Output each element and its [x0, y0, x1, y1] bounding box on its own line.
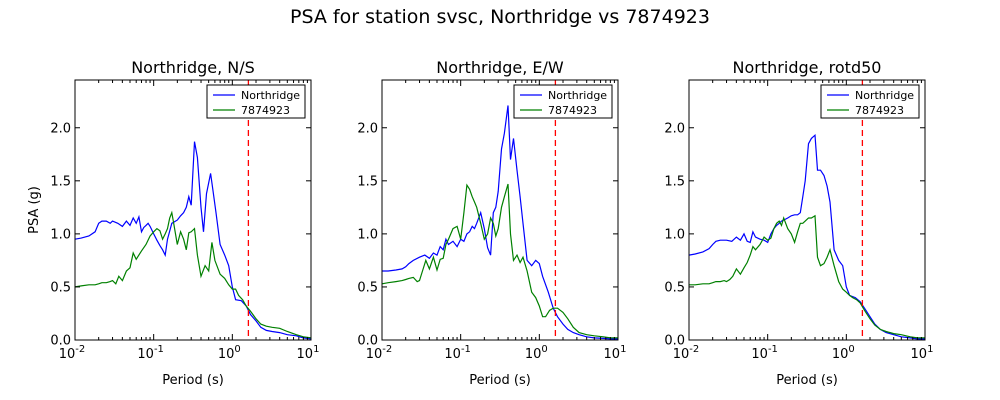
y-tick-label: 0.5: [664, 280, 685, 295]
x-tick-label: 10-2: [366, 344, 393, 362]
legend: Northridge 7874923: [820, 84, 920, 119]
axes-frame: [74, 79, 312, 341]
chart-panel-3: Northridge, rotd50 0.0 0.5 1.0 1.5 2.0 10-2 10-…: [664, 58, 933, 388]
y-tick-label: 0.5: [357, 280, 378, 295]
legend-entry: 7874923: [548, 104, 597, 117]
x-axis-label: Period (s): [162, 373, 224, 388]
legend-entry: 7874923: [241, 104, 290, 117]
series-line-simulation: [74, 210, 312, 339]
x-axis-label: Period (s): [776, 373, 838, 388]
y-tick-label: 1.0: [664, 227, 685, 242]
y-tick-label: 0.5: [50, 280, 71, 295]
legend: Northridge 7874923: [206, 84, 306, 119]
y-tick-label: 0.0: [664, 334, 685, 349]
panel-title: Northridge, E/W: [436, 58, 564, 77]
legend-entry: Northridge: [241, 89, 300, 102]
y-tick-label: 1.5: [664, 174, 685, 189]
axes-frame: [381, 79, 619, 341]
y-tick-label: 1.5: [50, 174, 71, 189]
y-tick-label: 1.5: [357, 174, 378, 189]
y-tick-label: 1.0: [50, 227, 71, 242]
x-tick-label: 10-1: [751, 344, 778, 362]
y-axis-label: PSA (g): [27, 186, 42, 234]
panel-title: Northridge, N/S: [131, 58, 255, 77]
y-tick-label: 1.0: [357, 227, 378, 242]
y-tick-label: 0.0: [50, 334, 71, 349]
x-axis-label: Period (s): [469, 373, 531, 388]
x-tick-label: 100: [218, 344, 241, 362]
y-tick-label: 2.0: [357, 121, 378, 136]
legend-entry: Northridge: [548, 89, 607, 102]
x-tick-label: 100: [832, 344, 855, 362]
legend-entry: Northridge: [855, 89, 914, 102]
x-tick-label: 10-1: [137, 344, 164, 362]
series-line-northridge: [74, 141, 312, 340]
chart-panel-2: Northridge, E/W 0.0 0.5 1.0 1.5 2.0 10-2 10-1 10…: [357, 58, 626, 388]
legend-box: [820, 84, 920, 119]
x-tick-label: 10-1: [444, 344, 471, 362]
x-tick-label: 101: [604, 344, 627, 362]
chart-panel-1: Northridge, N/S 0.0 0.5 1.0 1.5 2.0 10-2 10-1 10…: [27, 58, 319, 388]
legend-entry: 7874923: [855, 104, 904, 117]
x-tick-label: 100: [525, 344, 548, 362]
series-line-northridge: [688, 133, 925, 340]
y-tick-label: 0.0: [357, 334, 378, 349]
x-tick-label: 101: [297, 344, 320, 362]
series-line-simulation: [381, 183, 618, 339]
x-tick-label: 10-2: [673, 344, 700, 362]
x-tick-label: 10-2: [59, 344, 86, 362]
panel-title: Northridge, rotd50: [733, 58, 882, 77]
series-line-simulation: [689, 214, 925, 339]
y-tick-label: 2.0: [664, 121, 685, 136]
legend: Northridge 7874923: [513, 84, 613, 119]
x-tick-label: 101: [911, 344, 934, 362]
legend-box: [206, 84, 306, 119]
legend-box: [513, 84, 613, 119]
axes-frame: [688, 79, 926, 341]
figure-suptitle: PSA for station svsc, Northridge vs 7874…: [290, 6, 710, 28]
y-tick-label: 2.0: [50, 121, 71, 136]
series-line-northridge: [382, 105, 618, 340]
